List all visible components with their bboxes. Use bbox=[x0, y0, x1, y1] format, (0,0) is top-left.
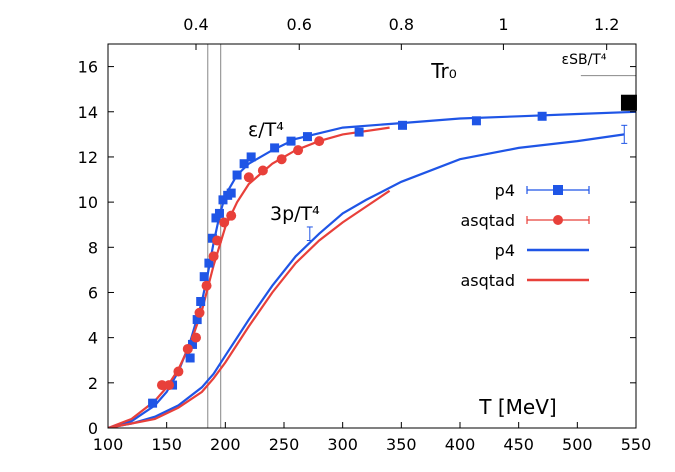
point-p4-14 bbox=[232, 170, 242, 180]
point-asqtad-10 bbox=[226, 210, 237, 221]
legend-label-0: p4 bbox=[495, 181, 515, 200]
point-p4-10 bbox=[214, 208, 224, 218]
point-asqtad-2 bbox=[173, 366, 184, 377]
x-tick-label-400: 400 bbox=[445, 435, 476, 454]
point-asqtad-0 bbox=[156, 380, 167, 391]
chart-grid-layer bbox=[207, 44, 636, 428]
x2-tick-label-1: 1 bbox=[498, 15, 508, 34]
series-line-2 bbox=[108, 133, 625, 428]
point-p4-22 bbox=[471, 116, 481, 126]
x-tick-label-100: 100 bbox=[93, 435, 124, 454]
point-p4-21 bbox=[398, 120, 408, 130]
point-p4-4 bbox=[192, 315, 202, 325]
point-asqtad-11 bbox=[243, 172, 254, 183]
x2-tick-label-1.2: 1.2 bbox=[594, 15, 619, 34]
point-p4-11 bbox=[218, 195, 228, 205]
y-tick-label-4: 4 bbox=[88, 329, 98, 348]
point-p4-8 bbox=[207, 233, 217, 243]
stefan-boltzmann-marker bbox=[620, 94, 637, 111]
point-p4-5 bbox=[196, 297, 206, 307]
legend-marker-0 bbox=[553, 185, 563, 195]
tr0-axis-label: Tr₀ bbox=[430, 59, 457, 83]
pressure-label: 3p/T⁴ bbox=[270, 203, 320, 225]
point-p4-15 bbox=[239, 159, 249, 169]
x-tick-label-450: 450 bbox=[503, 435, 534, 454]
x2-tick-label-0.8: 0.8 bbox=[389, 15, 414, 34]
point-p4-18 bbox=[286, 136, 296, 146]
legend-label-2: p4 bbox=[495, 241, 515, 260]
y-tick-label-6: 6 bbox=[88, 283, 98, 302]
y-tick-label-12: 12 bbox=[78, 148, 98, 167]
x-tick-label-250: 250 bbox=[269, 435, 300, 454]
point-asqtad-3 bbox=[182, 343, 193, 354]
point-p4-0 bbox=[148, 398, 158, 408]
legend-label-1: asqtad bbox=[460, 211, 515, 230]
x-axis-label: T [MeV] bbox=[478, 395, 556, 419]
energy-density-label: ε/T⁴ bbox=[248, 119, 284, 141]
x-tick-label-550: 550 bbox=[621, 435, 652, 454]
point-asqtad-4 bbox=[191, 332, 201, 343]
x2-tick-label-0.4: 0.4 bbox=[183, 15, 208, 34]
x-tick-label-500: 500 bbox=[562, 435, 593, 454]
point-asqtad-13 bbox=[276, 154, 287, 165]
x-tick-label-200: 200 bbox=[210, 435, 241, 454]
plot-frame bbox=[107, 43, 637, 429]
stefan-boltzmann-label: εSB/T⁴ bbox=[562, 52, 607, 68]
point-asqtad-8 bbox=[212, 235, 223, 246]
point-p4-20 bbox=[354, 127, 364, 137]
point-p4-7 bbox=[204, 258, 214, 268]
y-tick-label-14: 14 bbox=[78, 103, 98, 122]
point-asqtad-14 bbox=[293, 145, 304, 156]
chart-axes-layer: 100 150 200 250 300 350 400 450 500 550 0 2 4 6 8 10 12 1… bbox=[78, 15, 652, 454]
point-p4-19 bbox=[302, 132, 312, 142]
point-asqtad-5 bbox=[194, 307, 205, 318]
point-p4-23 bbox=[537, 111, 547, 121]
y-tick-label-2: 2 bbox=[88, 374, 98, 393]
point-asqtad-7 bbox=[208, 251, 219, 262]
chart-labels-layer: T [MeV] Tr₀ ε/T⁴ 3p/T⁴ εSB/T⁴ bbox=[248, 52, 607, 419]
point-asqtad-15 bbox=[314, 136, 325, 147]
series-line-0 bbox=[108, 110, 636, 428]
y-tick-label-0: 0 bbox=[88, 419, 98, 438]
x-tick-label-150: 150 bbox=[151, 435, 182, 454]
legend-label-3: asqtad bbox=[460, 271, 515, 290]
y-tick-label-8: 8 bbox=[88, 238, 98, 257]
x-tick-label-350: 350 bbox=[386, 435, 417, 454]
point-asqtad-12 bbox=[257, 165, 268, 176]
point-asqtad-1 bbox=[164, 380, 175, 391]
x2-tick-label-0.6: 0.6 bbox=[287, 15, 312, 34]
y-tick-label-10: 10 bbox=[78, 193, 98, 212]
point-p4-13 bbox=[226, 188, 236, 198]
point-p4-2 bbox=[185, 353, 195, 363]
point-p4-9 bbox=[211, 213, 221, 223]
point-asqtad-9 bbox=[219, 217, 230, 228]
legend-marker-1 bbox=[553, 215, 563, 225]
point-asqtad-6 bbox=[201, 280, 212, 291]
series-line-1 bbox=[108, 126, 390, 428]
point-p4-17 bbox=[270, 143, 280, 153]
chart-series-layer bbox=[108, 94, 637, 428]
point-p4-16 bbox=[246, 152, 256, 162]
point-p4-6 bbox=[199, 272, 209, 282]
series-line-3 bbox=[108, 189, 391, 428]
y-tick-label-16: 16 bbox=[78, 58, 98, 77]
x-tick-label-300: 300 bbox=[327, 435, 358, 454]
legend: p4 asqtad p4 asqtad bbox=[460, 181, 590, 290]
point-p4-3 bbox=[187, 339, 197, 349]
